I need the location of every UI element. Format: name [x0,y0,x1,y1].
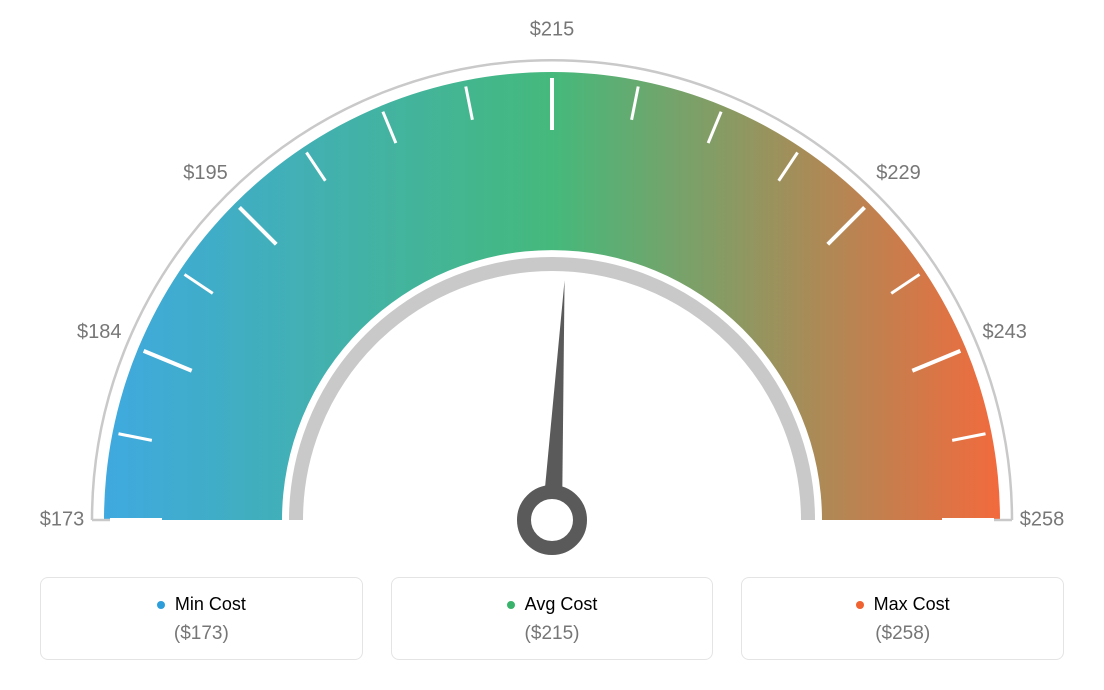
dot-icon [507,601,515,609]
gauge-tick-label: $215 [530,18,575,40]
legend-title-avg: Avg Cost [507,594,598,615]
legend-label: Avg Cost [525,594,598,615]
gauge-tick-label: $258 [1020,508,1065,530]
legend-card-avg: Avg Cost ($215) [391,577,714,660]
gauge-tick-label: $229 [876,162,921,184]
gauge-tick-label: $243 [982,321,1027,343]
gauge-needle [542,280,565,520]
legend-card-max: Max Cost ($258) [741,577,1064,660]
gauge-chart: $173 $184 $195 $215 $229 $243 $258 [0,0,1104,560]
legend-value-max: ($258) [752,623,1053,645]
gauge-tick-label: $184 [77,321,122,343]
gauge-svg: $173 $184 $195 $215 $229 $243 $258 [0,0,1104,560]
legend-label: Max Cost [874,594,950,615]
cost-gauge-container: $173 $184 $195 $215 $229 $243 $258 Min Cost ($… [0,0,1104,690]
legend-row: Min Cost ($173) Avg Cost ($215) Max Cost… [40,577,1064,660]
legend-value-avg: ($215) [402,623,703,645]
gauge-hub [524,492,580,548]
legend-card-min: Min Cost ($173) [40,577,363,660]
dot-icon [157,601,165,609]
legend-label: Min Cost [175,594,246,615]
gauge-tick-label: $173 [40,508,85,530]
dot-icon [856,601,864,609]
gauge-tick-label: $195 [183,162,228,184]
legend-title-max: Max Cost [856,594,950,615]
legend-value-min: ($173) [51,623,352,645]
legend-title-min: Min Cost [157,594,246,615]
